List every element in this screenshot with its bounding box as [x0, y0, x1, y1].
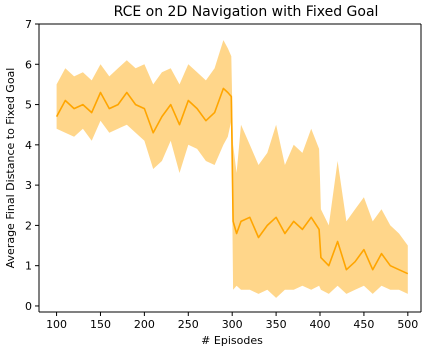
- x-tick-label: 150: [90, 318, 111, 331]
- y-tick-label: 3: [25, 179, 32, 192]
- y-tick-label: 1: [25, 260, 32, 273]
- y-tick-label: 6: [25, 58, 32, 71]
- y-ticks: 0 1 2 3 4 5 6 7: [25, 18, 39, 313]
- y-tick-label: 4: [25, 139, 32, 152]
- y-tick-label: 0: [25, 300, 32, 313]
- y-axis-label: Average Final Distance to Fixed Goal: [4, 68, 17, 269]
- chart-title: RCE on 2D Navigation with Fixed Goal: [114, 4, 379, 20]
- y-tick-label: 2: [25, 219, 32, 232]
- y-tick-label: 5: [25, 99, 32, 112]
- x-axis-label: # Episodes: [201, 334, 263, 347]
- x-tick-label: 400: [310, 318, 331, 331]
- x-tick-label: 450: [353, 318, 374, 331]
- x-tick-label: 500: [397, 318, 418, 331]
- axes: [38, 23, 422, 313]
- plot-area: [55, 40, 409, 298]
- x-tick-label: 250: [178, 318, 199, 331]
- x-tick-label: 350: [266, 318, 287, 331]
- x-tick-label: 100: [46, 318, 67, 331]
- mean-line: [55, 87, 409, 275]
- x-tick-label: 200: [134, 318, 155, 331]
- x-tick-label: 300: [222, 318, 243, 331]
- x-ticks: 100 150 200 250 300 350 400 450 500: [46, 312, 418, 331]
- y-tick-label: 7: [25, 18, 32, 31]
